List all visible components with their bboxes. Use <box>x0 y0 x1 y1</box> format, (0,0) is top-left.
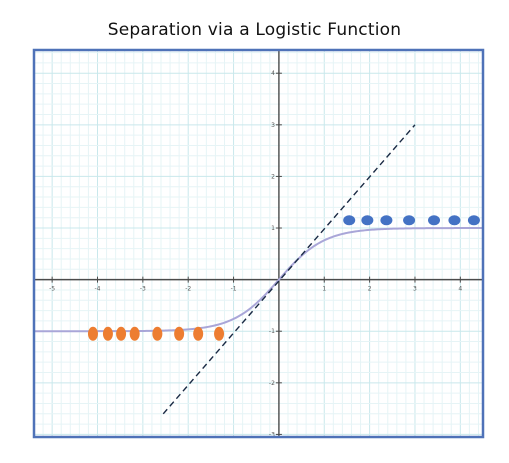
class-1-point <box>343 215 356 226</box>
class-0-point <box>214 326 225 341</box>
class-1-point <box>428 215 441 226</box>
class-1-point <box>361 215 374 226</box>
y-tick-label: 2 <box>271 173 275 180</box>
class-0-point <box>152 326 163 341</box>
class-1-point <box>403 215 416 226</box>
x-tick-label: 1 <box>322 286 326 293</box>
x-tick-label: 4 <box>458 286 462 293</box>
y-tick-label: 1 <box>271 225 275 232</box>
axes <box>34 50 483 437</box>
y-tick-label: 4 <box>271 70 275 77</box>
tick-labels: -5 -4 -3 -2 -1 1 2 3 4 -3 -2 -1 1 2 3 4 <box>49 70 462 438</box>
x-tick-label: 3 <box>413 286 417 293</box>
data-points <box>87 215 480 341</box>
class-0-point <box>116 326 127 341</box>
x-tick-label: -3 <box>140 286 146 293</box>
x-tick-label: -1 <box>231 286 237 293</box>
y-tick-label: -3 <box>269 431 275 438</box>
x-tick-label: 2 <box>368 286 372 293</box>
y-tick-label: -1 <box>269 328 275 335</box>
class-0-point <box>174 326 185 341</box>
grid <box>34 50 483 437</box>
x-tick-label: -2 <box>185 286 191 293</box>
plot-frame <box>32 48 485 439</box>
y-tick-label: 3 <box>271 122 275 129</box>
class-1-point <box>448 215 461 226</box>
y-tick-label: -2 <box>269 380 275 387</box>
linear-fit-line <box>162 124 416 415</box>
class-0-point <box>129 326 140 341</box>
class-0-point <box>87 326 98 341</box>
chart-title: Separation via a Logistic Function <box>107 20 402 40</box>
class-0-point <box>102 326 113 341</box>
class-1-point <box>380 215 393 226</box>
class-0-point <box>193 326 204 341</box>
class-1-point <box>467 215 480 226</box>
x-tick-label: -4 <box>95 286 101 293</box>
x-tick-label: -5 <box>49 286 55 293</box>
